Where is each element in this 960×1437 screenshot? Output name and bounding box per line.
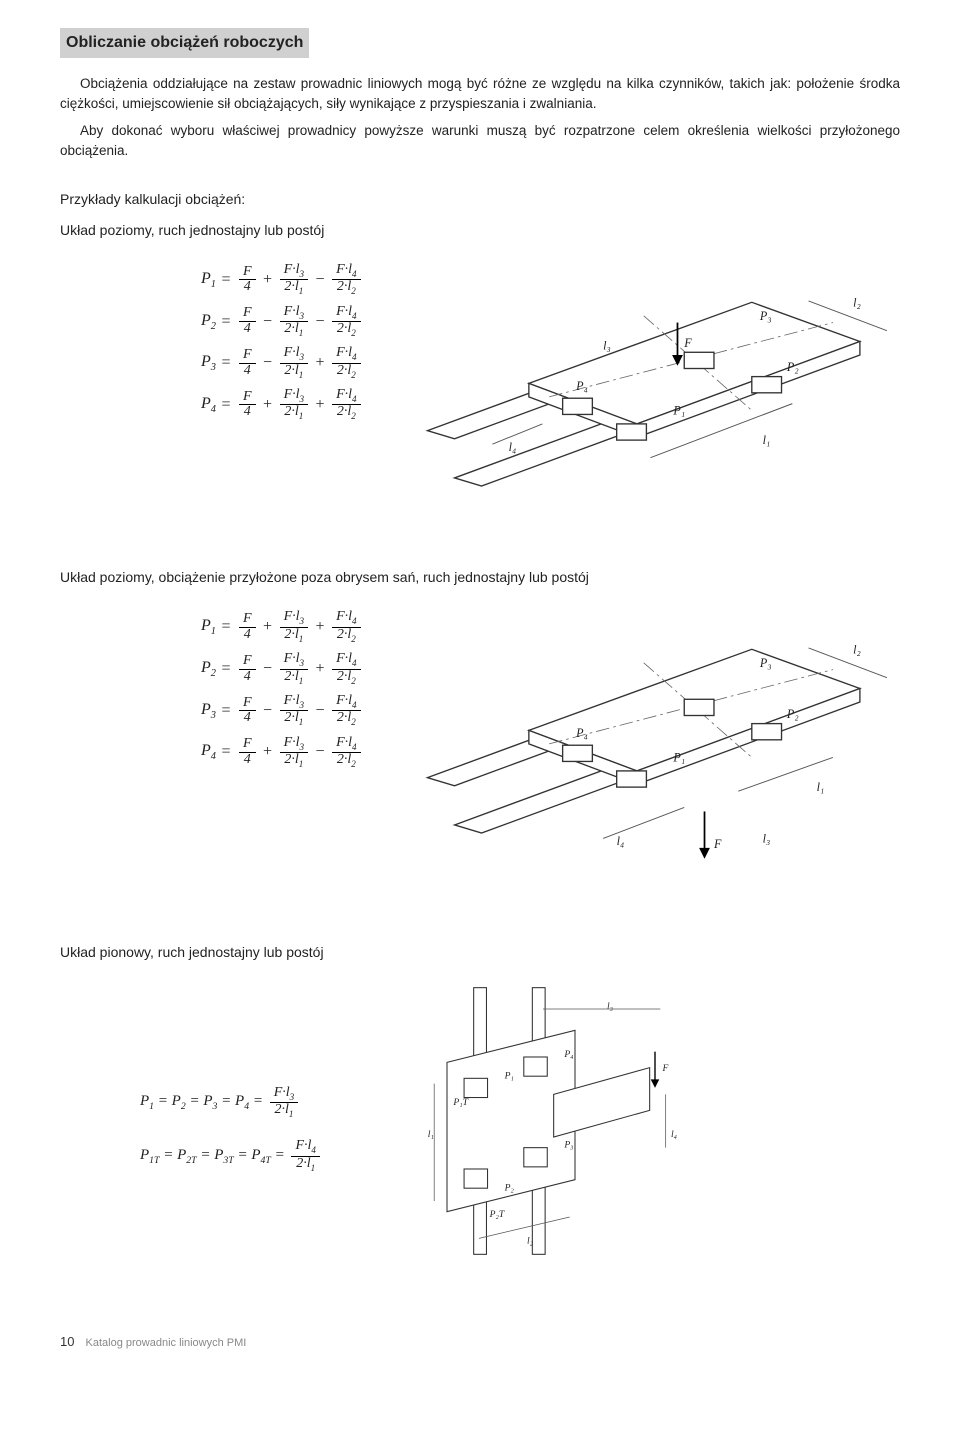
footer-text: Katalog prowadnic liniowych PMI <box>86 1337 247 1349</box>
examples-heading: Przykłady kalkulacji obciążeń: <box>60 189 900 210</box>
svg-text:F: F <box>661 1063 668 1074</box>
case2-heading: Układ poziomy, obciążenie przyłożone poz… <box>60 567 900 588</box>
svg-text:P₂: P₂ <box>785 708 798 722</box>
svg-text:l₂: l₂ <box>853 295 861 309</box>
formula-row: P1=F4+F·l32·l1+F·l42·l2 <box>170 610 364 644</box>
svg-text:P₃: P₃ <box>563 1140 573 1151</box>
case1-heading: Układ poziomy, ruch jednostajny lub post… <box>60 220 900 241</box>
footer: 10 Katalog prowadnic liniowych PMI <box>60 1332 900 1352</box>
svg-text:l₁: l₁ <box>762 433 770 447</box>
svg-text:l₁: l₁ <box>816 781 824 795</box>
page-title: Obliczanie obciążeń roboczych <box>60 28 309 58</box>
svg-text:P₁: P₁ <box>504 1070 514 1081</box>
case2-block: P1=F4+F·l32·l1+F·l42·l2 P2=F4−F·l32·l1+F·… <box>60 602 900 906</box>
formula-row: P2=F4−F·l32·l1−F·l42·l2 <box>170 305 364 339</box>
case1-block: P1=F4+F·l32·l1−F·l42·l2 P2=F4−F·l32·l1−F·… <box>60 255 900 531</box>
case2-formulas: P1=F4+F·l32·l1+F·l42·l2 P2=F4−F·l32·l1+F·… <box>60 602 364 777</box>
svg-text:l₄: l₄ <box>508 440 516 454</box>
intro-paragraph-1: Obciążenia oddziałujące na zestaw prowad… <box>60 74 900 115</box>
svg-text:F: F <box>713 837 722 851</box>
svg-text:l₄: l₄ <box>616 835 624 849</box>
svg-text:l₂: l₂ <box>853 643 861 657</box>
formula-row: P4=F4+F·l32·l1+F·l42·l2 <box>170 388 364 422</box>
page-number: 10 <box>60 1334 74 1349</box>
svg-text:P₄: P₄ <box>563 1049 573 1060</box>
formula-row: P3=F4−F·l32·l1−F·l42·l2 <box>170 694 364 728</box>
case3-block: P1 = P2 = P3 = P4 = F·l32·l1 P1T = P2T =… <box>60 977 900 1282</box>
svg-text:F: F <box>683 336 692 350</box>
svg-text:P₂: P₂ <box>504 1182 515 1193</box>
case3-formulas: P1 = P2 = P3 = P4 = F·l32·l1 P1T = P2T =… <box>60 1066 323 1193</box>
formula-row: P1=F4+F·l32·l1−F·l42·l2 <box>170 263 364 297</box>
formula-row: P4=F4+F·l32·l1−F·l42·l2 <box>170 736 364 770</box>
svg-text:l₃: l₃ <box>603 339 611 353</box>
svg-text:l₁: l₁ <box>428 1129 434 1140</box>
case1-diagram: F P₄ P₃ P₂ P₁ l₁ l₂ l₃ l₄ <box>414 255 900 531</box>
case2-diagram: F P₄ P₃ P₂ P₁ l₁ l₂ l₃ l₄ <box>414 602 900 906</box>
svg-text:l₄: l₄ <box>671 1129 677 1140</box>
svg-text:l₂: l₂ <box>527 1236 534 1247</box>
svg-text:P₁T: P₁T <box>452 1097 468 1108</box>
svg-text:P₂T: P₂T <box>489 1209 505 1220</box>
case3-diagram: F P₁ P₂ P₃ P₄ P₁T P₂T l₁ l₂ l₃ l₄ <box>383 977 703 1282</box>
intro-paragraph-2: Aby dokonać wyboru właściwej prowadnicy … <box>60 121 900 162</box>
svg-text:P₄: P₄ <box>575 727 588 741</box>
case3-heading: Układ pionowy, ruch jednostajny lub post… <box>60 942 900 963</box>
svg-text:l₃: l₃ <box>762 832 770 846</box>
svg-text:P₄: P₄ <box>575 379 588 393</box>
formula-row: P3=F4−F·l32·l1+F·l42·l2 <box>170 346 364 380</box>
formula-row: P2=F4−F·l32·l1+F·l42·l2 <box>170 652 364 686</box>
svg-text:P₂: P₂ <box>785 360 798 374</box>
svg-text:P₁: P₁ <box>672 751 685 765</box>
svg-text:P₃: P₃ <box>758 309 771 323</box>
svg-text:P₁: P₁ <box>672 403 685 417</box>
svg-text:l₃: l₃ <box>607 1001 613 1012</box>
case1-formulas: P1=F4+F·l32·l1−F·l42·l2 P2=F4−F·l32·l1−F·… <box>60 255 364 430</box>
svg-text:P₃: P₃ <box>758 656 771 670</box>
